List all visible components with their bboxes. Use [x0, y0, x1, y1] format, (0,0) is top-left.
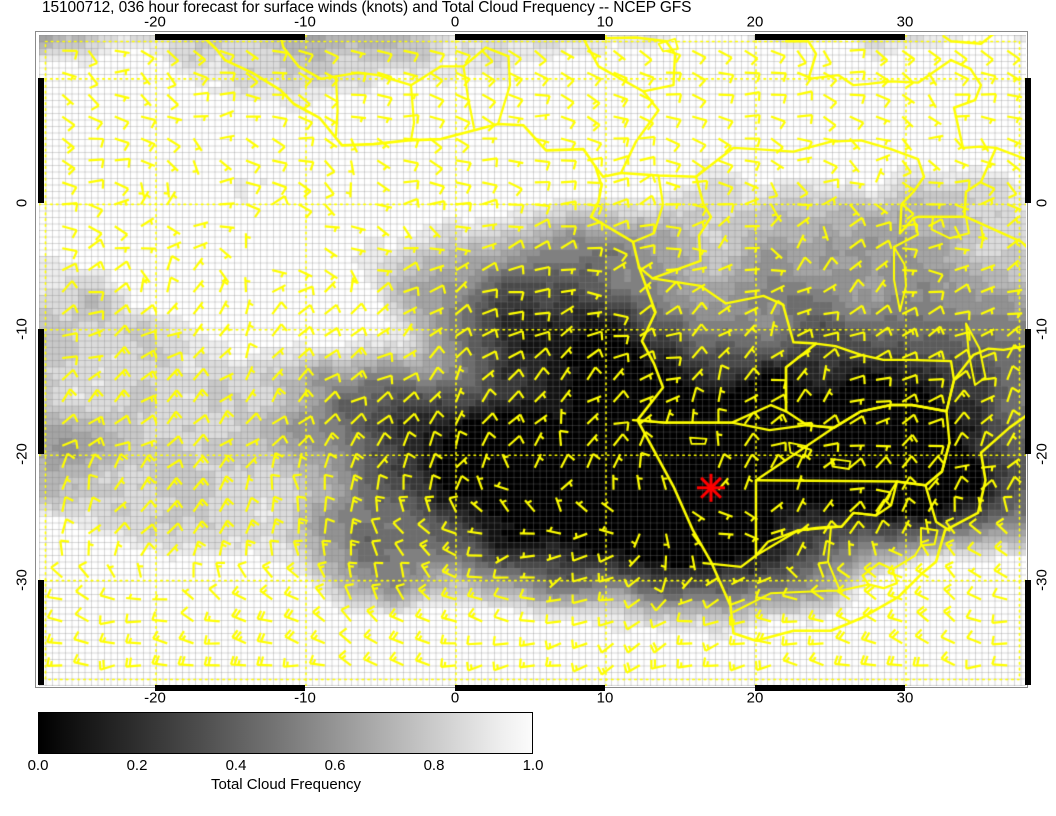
graticule-tick-band — [155, 685, 305, 691]
colorbar-tick-0.6: 0.6 — [324, 757, 346, 774]
y-tick-left--10: -10 — [13, 317, 31, 340]
graticule-tick-band — [38, 77, 44, 204]
colorbar-tick-0.8: 0.8 — [423, 757, 445, 774]
colorbar-tick-1.0: 1.0 — [522, 757, 544, 774]
cloud-frequency-map-canvas — [39, 35, 1026, 686]
graticule-tick-band — [38, 328, 44, 455]
colorbar-tick-0.2: 0.2 — [126, 757, 148, 774]
x-tick-top--10: -10 — [294, 13, 316, 31]
x-tick-bottom--20: -20 — [144, 689, 166, 707]
graticule-tick-band — [755, 34, 905, 40]
colorbar — [38, 712, 533, 754]
y-tick-right--10: -10 — [1033, 317, 1051, 340]
graticule-tick-band — [38, 579, 44, 685]
x-tick-bottom--10: -10 — [294, 689, 316, 707]
graticule-tick-band — [755, 685, 905, 691]
x-tick-top-30: 30 — [896, 13, 914, 31]
x-tick-top--20: -20 — [144, 13, 166, 31]
page-title: 15100712, 036 hour forecast for surface … — [42, 0, 692, 16]
graticule-tick-band — [1025, 579, 1031, 685]
x-tick-top-10: 10 — [596, 13, 614, 31]
x-tick-bottom-10: 10 — [596, 689, 614, 707]
colorbar-label: Total Cloud Frequency — [210, 776, 362, 793]
x-tick-top-20: 20 — [746, 13, 764, 31]
x-tick-bottom-0: 0 — [450, 689, 460, 707]
graticule-tick-band — [1025, 77, 1031, 204]
y-tick-left--30: -30 — [13, 568, 31, 591]
y-tick-right--30: -30 — [1033, 568, 1051, 591]
y-tick-right--20: -20 — [1033, 443, 1051, 466]
plot-frame — [35, 31, 1028, 688]
graticule-tick-band — [455, 685, 605, 691]
x-tick-bottom-20: 20 — [746, 689, 764, 707]
y-tick-right-0: 0 — [1033, 199, 1051, 208]
colorbar-tick-0.4: 0.4 — [225, 757, 247, 774]
y-tick-left-0: 0 — [13, 199, 31, 208]
graticule-tick-band — [455, 34, 605, 40]
x-tick-bottom-30: 30 — [896, 689, 914, 707]
colorbar-tick-0.0: 0.0 — [27, 757, 49, 774]
map-plot — [35, 31, 1031, 691]
graticule-tick-band — [1025, 328, 1031, 455]
graticule-tick-band — [155, 34, 305, 40]
y-tick-left--20: -20 — [13, 443, 31, 466]
x-tick-top-0: 0 — [450, 13, 460, 31]
